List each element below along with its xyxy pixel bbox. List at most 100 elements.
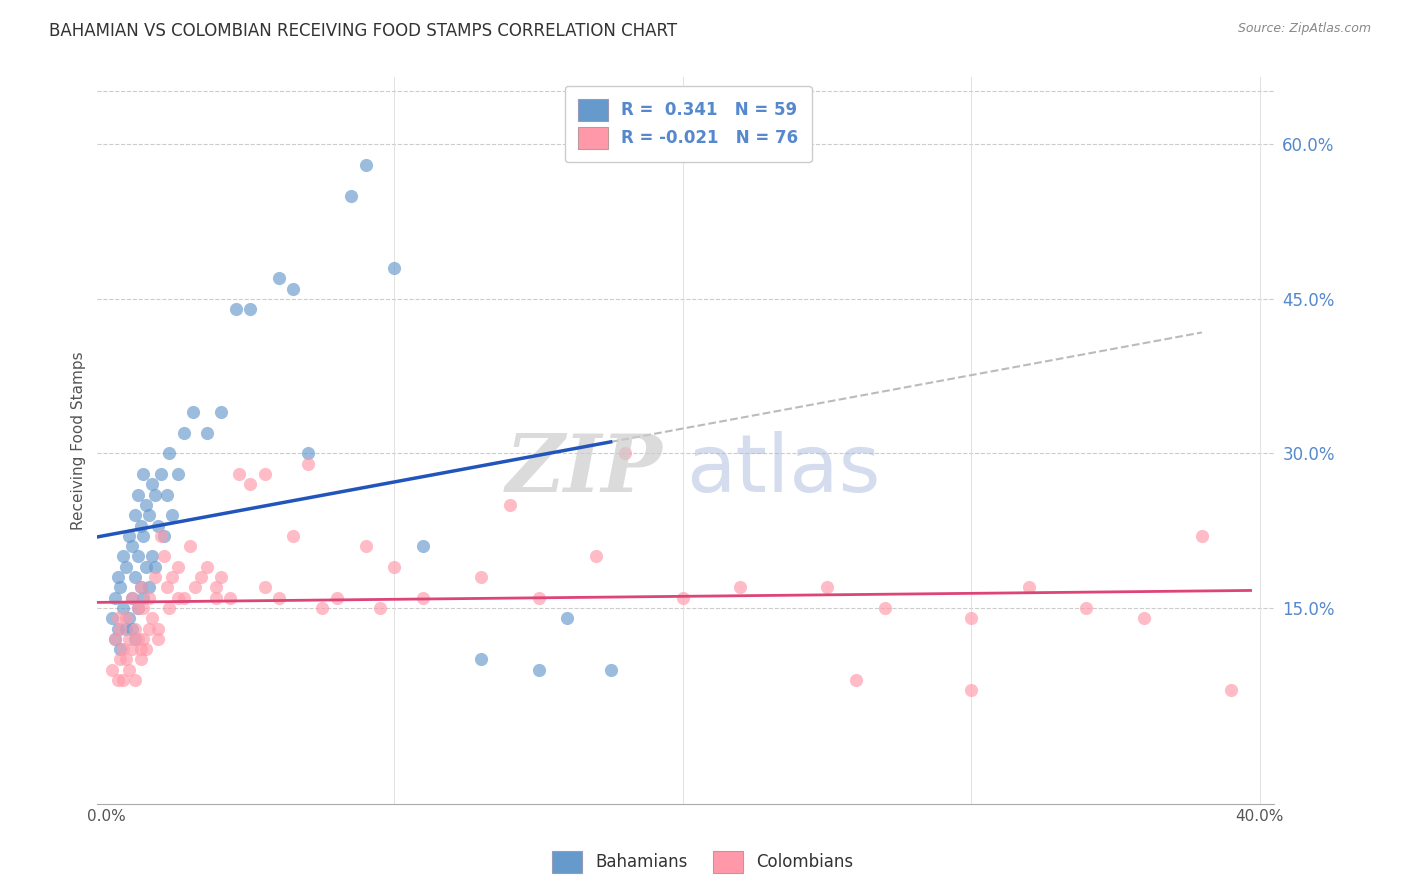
Point: [181, 405, 204, 419]
Point: [173, 425, 195, 440]
Point: [599, 663, 621, 677]
Text: Source: ZipAtlas.com: Source: ZipAtlas.com: [1237, 22, 1371, 36]
Point: [107, 611, 129, 625]
Point: [115, 652, 138, 666]
Point: [173, 591, 195, 605]
Point: [179, 539, 201, 553]
Point: [141, 549, 163, 564]
Point: [121, 642, 143, 657]
Point: [143, 487, 166, 501]
Point: [228, 467, 250, 481]
Point: [110, 580, 132, 594]
Point: [1219, 683, 1241, 698]
Point: [143, 559, 166, 574]
Point: [124, 508, 146, 523]
Point: [960, 611, 983, 625]
Point: [283, 529, 305, 543]
Point: [1133, 611, 1156, 625]
Point: [124, 622, 146, 636]
Point: [253, 467, 276, 481]
Point: [100, 611, 122, 625]
Point: [115, 611, 138, 625]
Point: [557, 611, 579, 625]
Point: [1076, 601, 1098, 615]
Point: [132, 632, 155, 646]
Point: [209, 405, 232, 419]
Point: [138, 622, 160, 636]
Point: [110, 652, 132, 666]
Point: [124, 673, 146, 687]
Point: [845, 673, 868, 687]
Point: [129, 580, 152, 594]
Point: [146, 632, 169, 646]
Point: [239, 302, 262, 317]
Point: [124, 570, 146, 584]
Point: [195, 425, 218, 440]
Point: [127, 601, 149, 615]
Point: [325, 591, 347, 605]
Point: [815, 580, 838, 594]
Point: [239, 477, 262, 491]
Point: [470, 652, 492, 666]
Point: [184, 580, 207, 594]
Point: [368, 601, 391, 615]
Point: [167, 467, 190, 481]
Point: [118, 529, 141, 543]
Point: [267, 271, 290, 285]
Point: [121, 591, 143, 605]
Point: [499, 498, 522, 512]
Point: [143, 570, 166, 584]
Point: [132, 467, 155, 481]
Text: ZIP: ZIP: [505, 431, 662, 508]
Point: [354, 158, 377, 172]
Point: [204, 580, 226, 594]
Point: [159, 601, 181, 615]
Point: [382, 559, 405, 574]
Point: [195, 559, 218, 574]
Point: [118, 611, 141, 625]
Point: [127, 632, 149, 646]
Point: [112, 642, 135, 657]
Point: [382, 260, 405, 275]
Point: [132, 591, 155, 605]
Point: [297, 446, 319, 460]
Point: [167, 591, 190, 605]
Point: [135, 498, 157, 512]
Point: [118, 632, 141, 646]
Point: [730, 580, 752, 594]
Point: [159, 446, 181, 460]
Point: [118, 663, 141, 677]
Point: [253, 580, 276, 594]
Text: 0.0%: 0.0%: [87, 809, 125, 823]
Point: [104, 632, 127, 646]
Point: [585, 549, 607, 564]
Point: [470, 570, 492, 584]
Point: [283, 282, 305, 296]
Point: [121, 591, 143, 605]
Point: [129, 580, 152, 594]
Point: [124, 632, 146, 646]
Point: [112, 549, 135, 564]
Point: [104, 632, 127, 646]
Point: [132, 529, 155, 543]
Point: [340, 189, 363, 203]
Point: [110, 642, 132, 657]
Point: [672, 591, 695, 605]
Point: [115, 559, 138, 574]
Point: [127, 601, 149, 615]
Point: [107, 622, 129, 636]
Point: [267, 591, 290, 605]
Point: [132, 601, 155, 615]
Point: [190, 570, 212, 584]
Point: [873, 601, 896, 615]
Point: [100, 663, 122, 677]
Point: [1018, 580, 1040, 594]
Point: [129, 518, 152, 533]
Point: [152, 529, 174, 543]
Point: [152, 549, 174, 564]
Point: [149, 529, 172, 543]
Legend: Bahamians, Colombians: Bahamians, Colombians: [546, 845, 860, 880]
Point: [204, 591, 226, 605]
Point: [121, 539, 143, 553]
Point: [135, 559, 157, 574]
